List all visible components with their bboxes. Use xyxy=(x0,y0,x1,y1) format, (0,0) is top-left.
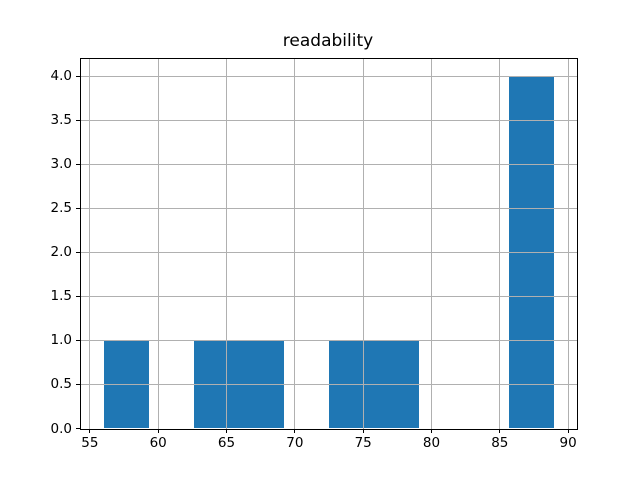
x-tick-mark xyxy=(499,428,501,433)
x-gridline xyxy=(430,58,432,429)
x-tick-label: 85 xyxy=(491,434,509,451)
x-tick-mark xyxy=(567,428,569,433)
x-gridline xyxy=(226,58,228,429)
x-tick-mark xyxy=(362,428,364,433)
y-tick-mark xyxy=(76,295,80,297)
x-tick-mark xyxy=(294,428,296,433)
y-tick-mark xyxy=(76,251,80,253)
x-tick-label: 80 xyxy=(422,434,441,451)
x-tick-mark xyxy=(226,428,228,433)
y-tick-label: 0.5 xyxy=(50,376,72,393)
y-tick-label: 3.0 xyxy=(50,156,72,173)
x-tick-label: 75 xyxy=(354,434,372,451)
x-tick-label: 70 xyxy=(286,434,304,451)
y-tick-mark xyxy=(76,75,80,77)
x-tick-mark xyxy=(430,428,432,433)
x-gridline xyxy=(362,58,364,429)
y-tick-mark xyxy=(76,119,80,121)
y-tick-label: 2.5 xyxy=(50,200,72,217)
x-gridline xyxy=(499,58,501,429)
x-tick-mark xyxy=(89,428,91,433)
y-tick-label: 1.0 xyxy=(50,332,72,349)
y-gridline xyxy=(81,295,577,297)
y-gridline xyxy=(81,207,577,209)
y-tick-label: 2.0 xyxy=(50,244,72,261)
y-gridline xyxy=(81,339,577,341)
x-tick-label: 65 xyxy=(217,434,236,451)
y-tick-mark xyxy=(76,339,80,341)
x-gridline xyxy=(157,58,159,429)
x-tick-label: 90 xyxy=(559,434,577,451)
y-tick-mark xyxy=(76,163,80,165)
x-tick-mark xyxy=(157,428,159,433)
y-gridline xyxy=(81,119,577,121)
y-gridline xyxy=(81,383,577,385)
chart-title: readability xyxy=(282,31,374,51)
y-tick-mark xyxy=(76,207,80,209)
x-gridline xyxy=(294,58,296,429)
y-gridline xyxy=(81,163,577,165)
y-tick-label: 1.5 xyxy=(50,288,72,305)
y-gridline xyxy=(81,75,577,77)
y-tick-label: 4.0 xyxy=(50,68,72,85)
x-tick-label: 60 xyxy=(149,434,167,451)
x-tick-label: 55 xyxy=(81,434,99,451)
x-gridline xyxy=(567,58,569,429)
y-gridline xyxy=(81,251,577,253)
y-tick-label: 0.0 xyxy=(50,420,72,437)
x-gridline xyxy=(89,58,91,429)
y-tick-label: 3.5 xyxy=(50,112,72,129)
plot-area: 55 60 65 70 75 80 85 90 0.0 0.5 1.0 1.5 2.0 2.5 3.0 3.5… xyxy=(51,57,578,451)
y-tick-mark xyxy=(76,428,80,429)
y-tick-mark xyxy=(76,383,80,385)
